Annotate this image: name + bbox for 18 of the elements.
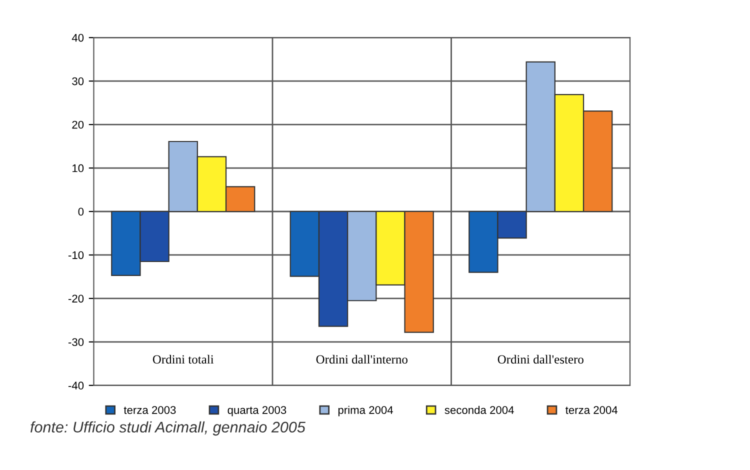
y-tick-label: -20 — [68, 294, 84, 303]
y-tick-label: -40 — [68, 382, 84, 390]
source-note: fonte: Ufficio studi Acimall, gennaio 2005 — [30, 421, 306, 436]
legend-label: terza 2004 — [566, 406, 618, 414]
y-tick-label: 30 — [72, 77, 84, 86]
x-tick-label: Ordini dall'estero — [498, 354, 584, 364]
legend-label: seconda 2004 — [444, 406, 514, 414]
y-tick-label: -30 — [68, 338, 84, 346]
legend-label: terza 2003 — [124, 406, 176, 414]
y-tick-label: -10 — [68, 251, 84, 260]
y-tick-label: 20 — [72, 120, 84, 129]
legend-label: quarta 2003 — [228, 406, 286, 416]
y-tick-label: 0 — [78, 208, 84, 216]
legend-label: prima 2004 — [338, 406, 393, 416]
y-tick-label: 10 — [72, 164, 84, 172]
x-tick-label: Ordini totali — [152, 354, 214, 364]
y-tick-label: 40 — [72, 34, 84, 42]
x-tick-label: Ordini dall'interno — [316, 354, 408, 364]
